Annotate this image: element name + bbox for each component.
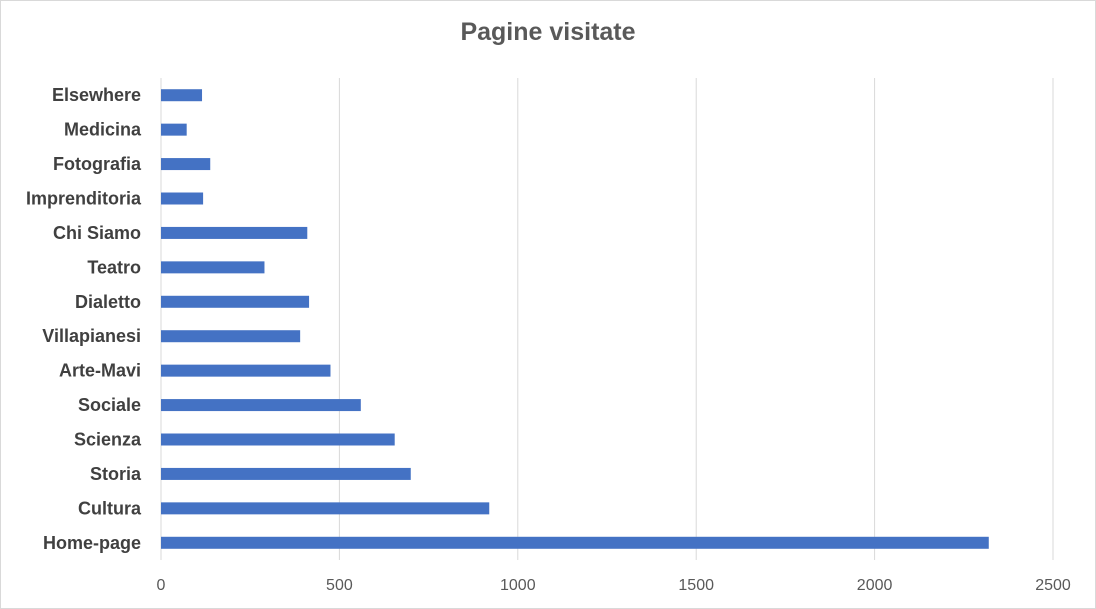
bar bbox=[161, 261, 265, 274]
category-label: Imprenditoria bbox=[26, 189, 142, 209]
category-label: Medicina bbox=[64, 120, 142, 140]
x-tick-label: 500 bbox=[326, 577, 353, 594]
category-label: Teatro bbox=[87, 257, 141, 277]
bar bbox=[161, 123, 187, 136]
bar bbox=[161, 330, 301, 343]
bar bbox=[161, 536, 989, 549]
x-tick-label: 0 bbox=[157, 577, 166, 594]
x-tick-label: 1500 bbox=[678, 577, 714, 594]
x-tick-label: 2000 bbox=[857, 577, 893, 594]
bar bbox=[161, 192, 204, 205]
bar bbox=[161, 158, 211, 171]
bar bbox=[161, 226, 308, 239]
chart-title: Pagine visitate bbox=[460, 18, 636, 46]
category-label: Storia bbox=[90, 464, 142, 484]
category-label: Fotografia bbox=[53, 154, 142, 174]
category-label: Arte-Mavi bbox=[59, 361, 141, 381]
category-label: Sociale bbox=[78, 395, 141, 415]
bar bbox=[161, 467, 411, 480]
category-label: Scienza bbox=[74, 430, 142, 450]
bar bbox=[161, 433, 395, 446]
x-tick-label: 2500 bbox=[1035, 577, 1071, 594]
category-label: Elsewhere bbox=[52, 85, 141, 105]
category-label: Dialetto bbox=[75, 292, 141, 312]
category-label: Cultura bbox=[78, 498, 142, 518]
category-label: Home-page bbox=[43, 533, 141, 553]
bar bbox=[161, 364, 331, 377]
bar bbox=[161, 89, 203, 102]
bar bbox=[161, 295, 310, 308]
category-label: Villapianesi bbox=[42, 326, 141, 346]
bar bbox=[161, 502, 490, 515]
x-tick-label: 1000 bbox=[500, 577, 536, 594]
category-label: Chi Siamo bbox=[53, 223, 141, 243]
bar bbox=[161, 399, 361, 412]
